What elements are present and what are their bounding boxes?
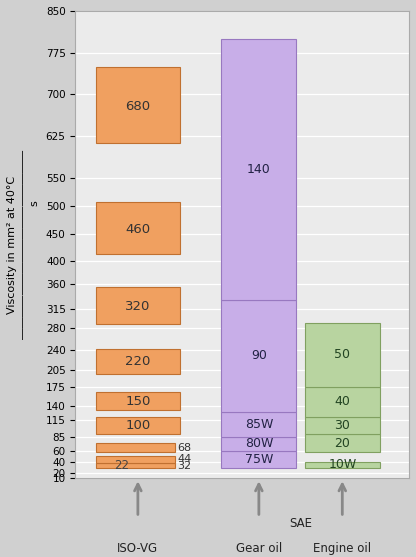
- Bar: [221, 39, 297, 300]
- Text: 68: 68: [177, 443, 191, 453]
- Bar: [96, 349, 180, 374]
- Text: 100: 100: [125, 419, 151, 432]
- Bar: [221, 412, 297, 437]
- Bar: [221, 300, 297, 412]
- Bar: [305, 434, 380, 452]
- Text: 460: 460: [125, 223, 151, 236]
- Text: 30: 30: [334, 419, 350, 432]
- Bar: [221, 437, 297, 451]
- Text: 80W: 80W: [245, 437, 273, 450]
- Text: 140: 140: [247, 163, 271, 176]
- Text: Gear oil: Gear oil: [236, 543, 282, 555]
- Text: SAE: SAE: [289, 517, 312, 530]
- Bar: [96, 456, 176, 463]
- Text: 10W: 10W: [328, 458, 357, 471]
- Text: 40: 40: [334, 395, 350, 408]
- Text: 150: 150: [125, 395, 151, 408]
- Bar: [305, 387, 380, 417]
- Text: 320: 320: [125, 300, 151, 314]
- Bar: [305, 323, 380, 387]
- Bar: [96, 443, 176, 452]
- Bar: [221, 451, 297, 468]
- Text: 75W: 75W: [245, 453, 273, 466]
- Bar: [96, 417, 180, 434]
- Text: 44: 44: [177, 455, 191, 465]
- Bar: [305, 417, 380, 434]
- Text: 220: 220: [125, 355, 151, 368]
- Bar: [305, 462, 380, 468]
- Y-axis label: Viscosity in mm² at 40°C
―――――――――――――――――
                        s: Viscosity in mm² at 40°C ―――――――――――――――…: [7, 150, 40, 339]
- Text: 22: 22: [114, 459, 129, 472]
- Bar: [96, 67, 180, 143]
- Bar: [96, 202, 180, 253]
- Bar: [96, 392, 180, 411]
- Text: 90: 90: [251, 349, 267, 363]
- Text: 32: 32: [177, 461, 191, 471]
- Text: 20: 20: [334, 437, 350, 449]
- Text: Engine oil: Engine oil: [313, 543, 371, 555]
- Bar: [96, 463, 176, 468]
- Text: 50: 50: [334, 348, 350, 361]
- Text: 85W: 85W: [245, 418, 273, 431]
- Text: 680: 680: [125, 100, 151, 113]
- Text: ISO-VG: ISO-VG: [117, 543, 158, 555]
- Bar: [96, 287, 180, 324]
